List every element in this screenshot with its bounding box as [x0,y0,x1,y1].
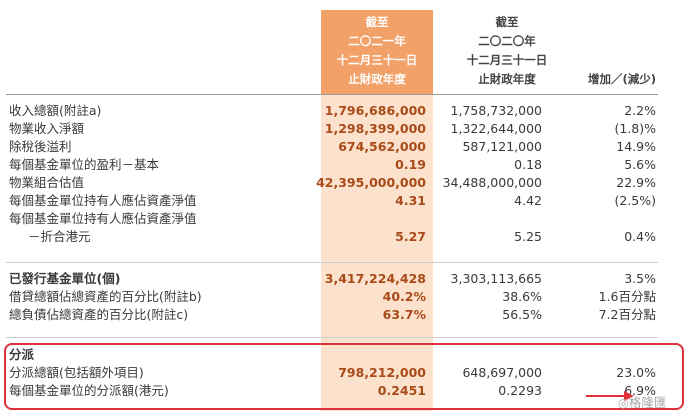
header-rule [6,94,658,95]
row-change: 23.0% [616,365,656,380]
row-label: 已發行基金單位(個) [9,271,121,286]
section-divider [6,262,658,263]
row-current: 1,796,686,000 [324,103,426,118]
row-previous: 5.25 [514,229,542,244]
table-row: －折合港元 5.27 5.25 0.4% [0,228,692,246]
row-current: 5.27 [395,229,426,244]
table-row: 每個基金單位的盈利－基本 0.19 0.18 5.6% [0,156,692,174]
row-label: 每個基金單位的分派額(港元) [9,383,169,398]
header-line: 截至 [365,15,389,29]
header-line: 止財政年度 [478,72,536,86]
header-line: 截至 [495,15,519,29]
row-current: 4.31 [395,193,426,208]
row-change: 14.9% [616,139,656,154]
row-previous: 34,488,000,000 [442,175,542,190]
row-change: 22.9% [616,175,656,190]
row-previous: 56.5% [502,307,542,322]
current-year-header: 截至 二〇二一年 十二月三十一日 止財政年度 [321,13,433,89]
header-line: 十二月三十一日 [466,53,548,67]
row-current: 42,395,000,000 [316,175,426,190]
table-row: 每個基金單位的分派額(港元) 0.2451 0.2293 6.9% [0,382,692,400]
row-current: 63.7% [382,307,426,322]
row-label: －折合港元 [28,229,91,244]
table-row: 物業組合估值 42,395,000,000 34,488,000,000 22.… [0,174,692,192]
row-current: 3,417,224,428 [324,271,426,286]
row-current: 798,212,000 [338,365,426,380]
row-previous: 648,697,000 [462,365,542,380]
row-current: 674,562,000 [338,139,426,154]
row-previous: 38.6% [502,289,542,304]
table-row: 已發行基金單位(個) 3,417,224,428 3,303,113,665 3… [0,270,692,288]
row-change: (1.8)% [614,121,656,136]
change-header: 增加／(減少) [587,72,656,86]
table-row: 總負債佔總資產的百分比(附註c) 63.7% 56.5% 7.2百分點 [0,306,692,324]
watermark-text: 格隆匯 [628,395,667,410]
header-line: 十二月三十一日 [336,53,418,67]
row-change: 3.5% [624,271,656,286]
table-row: 借貸總額佔總資產的百分比(附註b) 40.2% 38.6% 1.6百分點 [0,288,692,306]
current-year-header-bg [321,10,433,94]
row-label: 物業組合估值 [9,175,85,190]
row-change: 6.9% [624,383,656,398]
row-label: 物業收入淨額 [9,121,85,136]
row-label: 每個基金單位持有人應佔資產淨值 [9,193,197,208]
row-previous: 1,322,644,000 [450,121,542,136]
row-current: 1,298,399,000 [324,121,426,136]
row-change: 1.6百分點 [598,289,656,304]
table-row: 每個基金單位持有人應佔資產淨值 4.31 4.42 (2.5%) [0,192,692,210]
row-current: 40.2% [382,289,426,304]
row-previous: 0.18 [514,157,542,172]
row-change: (2.5%) [614,193,656,208]
row-label: 每個基金單位的盈利－基本 [9,157,160,172]
distribution-highlight-box [4,343,684,410]
header-line: 二〇二一年 [348,34,406,48]
row-previous: 587,121,000 [462,139,542,154]
watermark: ◎格隆匯 [618,392,666,411]
watermark-logo-icon: ◎ [618,395,629,410]
row-change: 0.4% [624,229,656,244]
row-change: 5.6% [624,157,656,172]
row-previous: 1,758,732,000 [450,103,542,118]
row-label: 除稅後溢利 [9,139,72,154]
row-label: 借貸總額佔總資產的百分比(附註b) [9,289,202,304]
table-row: 收入總額(附註a) 1,796,686,000 1,758,732,000 2.… [0,102,692,120]
section-divider [6,337,658,338]
row-label: 每個基金單位持有人應佔資產淨值 [9,211,197,226]
row-previous: 0.2293 [498,383,542,398]
header-line: 止財政年度 [348,72,406,86]
row-label: 總負債佔總資產的百分比(附註c) [9,307,189,322]
table-row: 除稅後溢利 674,562,000 587,121,000 14.9% [0,138,692,156]
table-row: 分派總額(包括額外項目) 798,212,000 648,697,000 23.… [0,364,692,382]
row-current: 0.19 [395,157,426,172]
row-previous: 4.42 [514,193,542,208]
row-label: 收入總額(附註a) [9,103,102,118]
red-arrow-icon [586,391,634,401]
row-previous: 3,303,113,665 [450,271,542,286]
table-row: 物業收入淨額 1,298,399,000 1,322,644,000 (1.8)… [0,120,692,138]
row-change: 7.2百分點 [598,307,656,322]
section-heading: 分派 [9,347,35,362]
row-current: 0.2451 [377,383,426,398]
row-change: 2.2% [624,103,656,118]
previous-year-header: 截至 二〇二〇年 十二月三十一日 止財政年度 [451,13,563,89]
row-label: 分派總額(包括額外項目) [9,365,144,380]
header-line: 二〇二〇年 [478,34,536,48]
table-row: 每個基金單位持有人應佔資產淨值 [0,210,692,228]
section-heading-row: 分派 [0,346,692,364]
